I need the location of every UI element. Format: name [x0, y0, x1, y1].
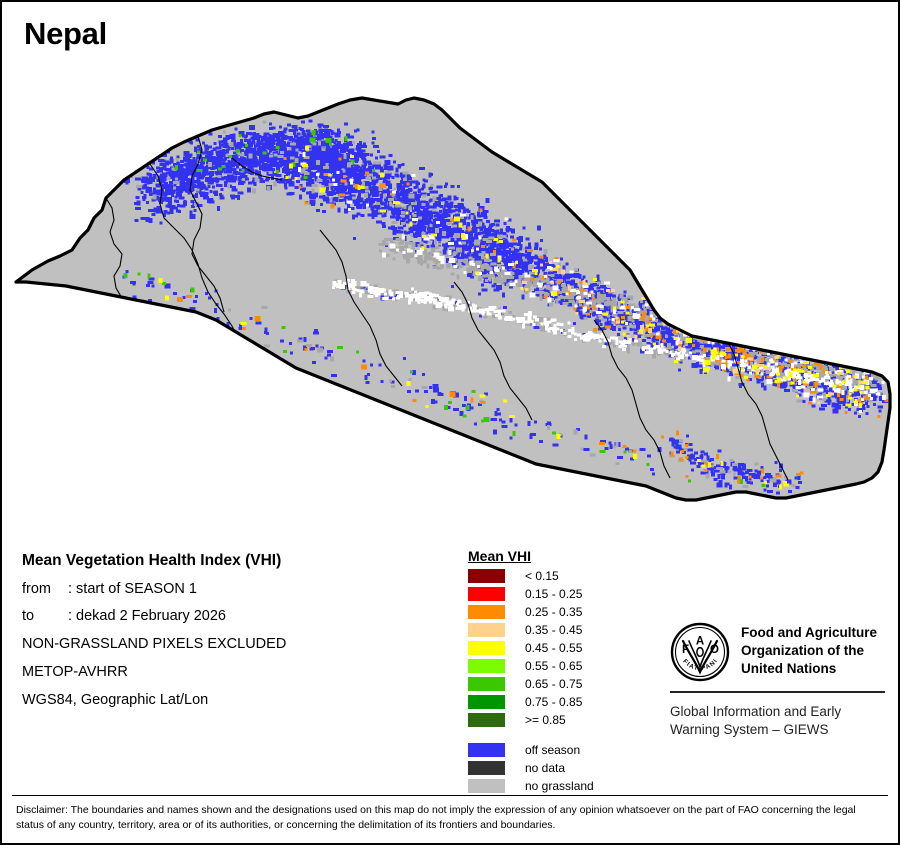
legend-row-special: no grassland	[468, 777, 648, 795]
legend-label: 0.55 - 0.65	[525, 659, 583, 673]
from-label: from	[22, 580, 51, 597]
legend-label: no data	[525, 761, 566, 775]
legend-swatch	[468, 605, 505, 619]
to-label: to	[22, 608, 35, 625]
disclaimer-text: Disclaimer: The boundaries and names sho…	[16, 804, 856, 832]
admin-boundary-2	[105, 197, 123, 299]
legend-swatch	[468, 713, 505, 727]
fao-emblem-svg: F A O FIAT PANIS	[667, 617, 730, 682]
fao-org-line: Food and Agriculture	[741, 625, 877, 640]
legend-row-class: 0.65 - 0.75	[468, 675, 648, 693]
legend-row-class: < 0.15	[468, 567, 648, 585]
legend-swatch	[468, 623, 505, 637]
fao-system-line: Warning System – GIEWS	[670, 722, 829, 738]
legend-swatch	[468, 587, 505, 601]
legend-row-class: 0.25 - 0.35	[468, 603, 648, 621]
fao-organization-name: Food and Agriculture Organization of the U…	[741, 622, 877, 677]
legend-row-class: 0.75 - 0.85	[468, 693, 648, 711]
legend-swatch	[468, 743, 505, 757]
fao-org-line: United Nations	[741, 660, 837, 676]
legend-label: 0.45 - 0.55	[525, 641, 583, 655]
legend-swatch	[468, 677, 505, 691]
legend-row-class: 0.45 - 0.55	[468, 639, 648, 657]
legend-swatch	[468, 641, 505, 655]
legend-spacer	[468, 729, 648, 741]
info-row-excluded: NON-GRASSLAND PIXELS EXCLUDED	[22, 636, 287, 653]
legend-label: < 0.15	[525, 569, 559, 583]
legend-row-class: >= 0.85	[468, 711, 648, 729]
svg-text:O: O	[710, 644, 719, 656]
info-block: Mean Vegetation Health Index (VHI) from:…	[22, 552, 452, 719]
from-value: : start of SEASON 1	[68, 580, 197, 597]
admin-boundary-4	[453, 281, 533, 421]
info-heading: Mean Vegetation Health Index (VHI)	[22, 552, 282, 569]
legend-class-list: < 0.15 0.15 - 0.25 0.25 - 0.35 0.35 - 0.45 0…	[468, 567, 648, 729]
admin-boundary-6	[727, 341, 789, 481]
nepal-map-svg[interactable]	[2, 42, 898, 522]
legend-label: off season	[525, 743, 581, 757]
fao-logo-icon: F A O FIAT PANIS	[667, 617, 730, 682]
to-value: : dekad 2 February 2026	[68, 608, 226, 625]
legend-row-special: no data	[468, 759, 648, 777]
legend-swatch	[468, 569, 505, 583]
legend-label: 0.75 - 0.85	[525, 695, 583, 709]
page-title: Nepal	[24, 16, 107, 51]
fao-system-name: Global Information and Early Warning Syst…	[670, 703, 885, 739]
info-row-projection: WGS84, Geographic Lat/Lon	[22, 691, 209, 708]
legend-swatch	[468, 779, 505, 793]
legend-label: >= 0.85	[525, 713, 566, 727]
legend-row-class: 0.55 - 0.65	[468, 657, 648, 675]
legend-row-class: 0.15 - 0.25	[468, 585, 648, 603]
legend-label: 0.65 - 0.75	[525, 677, 583, 691]
legend-swatch	[468, 695, 505, 709]
admin-boundary-3	[319, 229, 403, 387]
admin-boundary-1	[189, 135, 225, 313]
vhi-pixel-group	[298, 151, 890, 413]
legend-row-class: 0.35 - 0.45	[468, 621, 648, 639]
svg-text:F: F	[682, 644, 689, 656]
fao-system-line: Global Information and Early	[670, 704, 842, 719]
svg-text:A: A	[696, 636, 704, 648]
legend-row-special: off season	[468, 741, 648, 759]
info-row-sensor: METOP-AVHRR	[22, 663, 128, 680]
legend-swatch	[468, 659, 505, 673]
admin-boundary-5	[593, 319, 671, 479]
legend-special-list: off season no data no grassland	[468, 741, 648, 795]
fao-org-line: Organization of the	[741, 642, 864, 658]
legend-label: 0.35 - 0.45	[525, 623, 583, 637]
map-canvas[interactable]	[2, 42, 898, 522]
fao-divider	[670, 691, 885, 693]
disclaimer-divider	[12, 795, 888, 796]
fao-block: F A O FIAT PANIS Food and Agriculture Org…	[667, 617, 885, 739]
legend-title: Mean VHI	[468, 548, 532, 564]
info-row-from: from : start of SEASON 1	[22, 581, 452, 598]
legend-swatch	[468, 761, 505, 775]
legend-label: no grassland	[525, 779, 594, 793]
legend-label: 0.25 - 0.35	[525, 605, 583, 619]
info-row-to: to : dekad 2 February 2026	[22, 608, 452, 625]
fao-header: F A O FIAT PANIS Food and Agriculture Org…	[667, 617, 885, 682]
admin-boundary-7	[231, 157, 283, 181]
national-border	[14, 96, 892, 502]
legend-label: 0.15 - 0.25	[525, 587, 583, 601]
map-legend: Mean VHI < 0.15 0.15 - 0.25 0.25 - 0.35 0.3…	[468, 549, 648, 795]
